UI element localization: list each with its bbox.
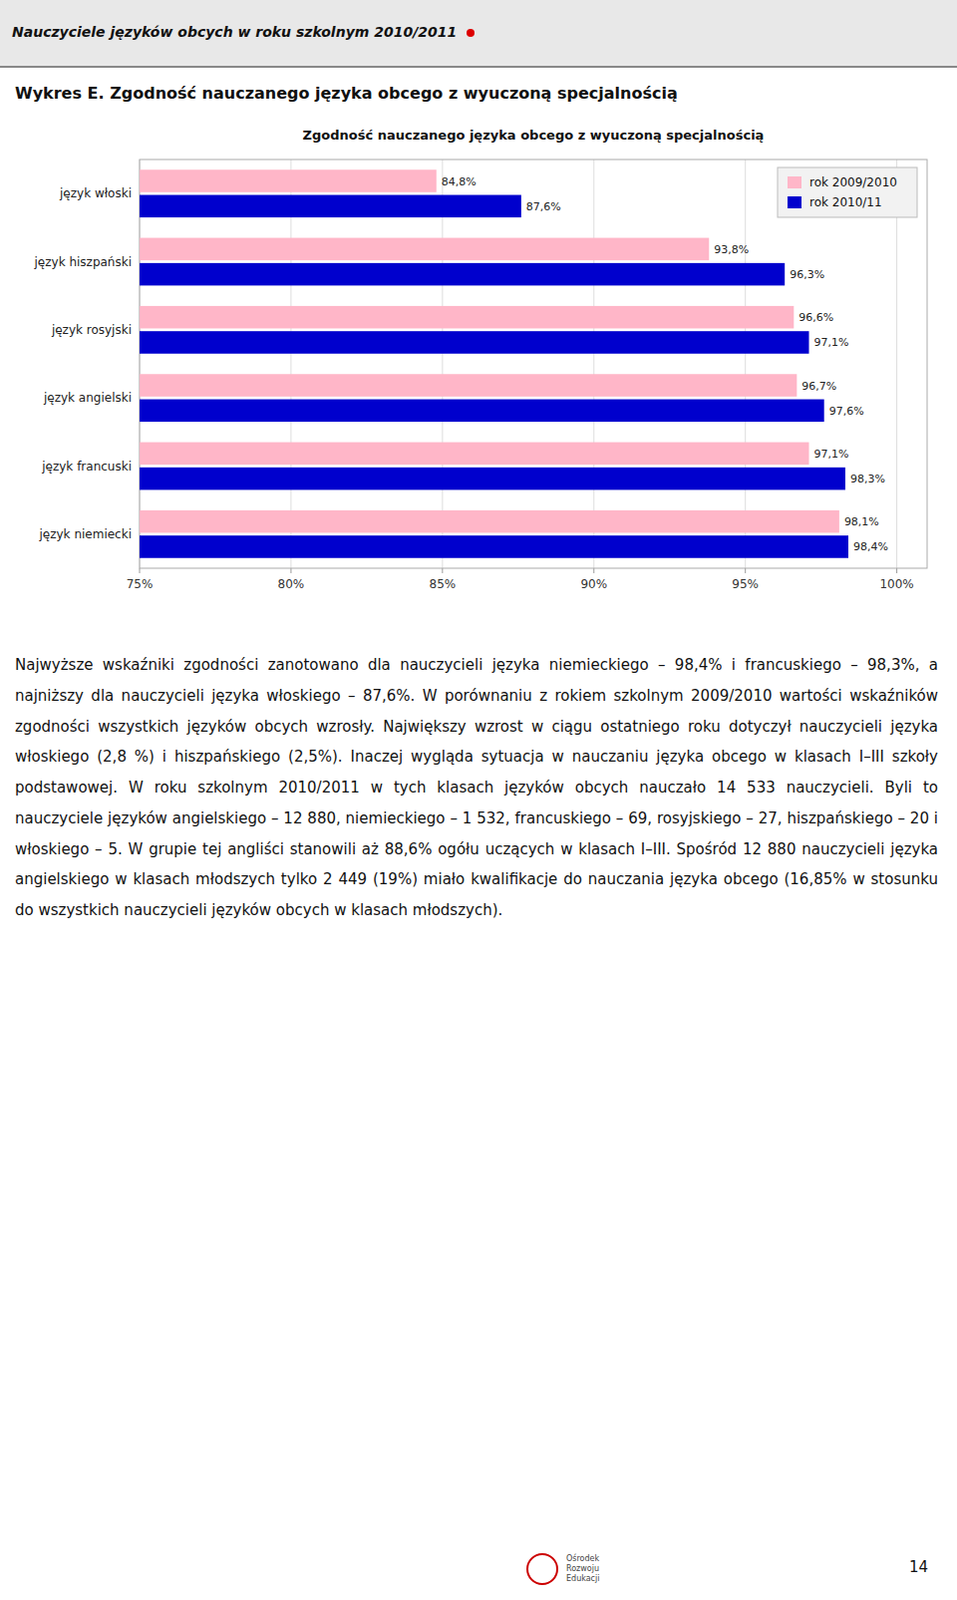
grid bbox=[139, 159, 898, 569]
data-label: 98,4% bbox=[853, 540, 889, 554]
x-tick bbox=[441, 568, 443, 574]
logo-line: Edukacji bbox=[566, 1574, 600, 1585]
data-label: 96,6% bbox=[798, 311, 834, 324]
x-tick bbox=[290, 568, 292, 574]
bar bbox=[139, 263, 785, 287]
x-tick bbox=[896, 568, 898, 574]
chart-title: Zgodność nauczanego języka obcego z wyuc… bbox=[303, 127, 765, 143]
data-label: 93,8% bbox=[713, 243, 749, 257]
logo-circle bbox=[526, 1553, 559, 1586]
x-tick bbox=[593, 568, 595, 574]
page-number: 14 bbox=[909, 1558, 929, 1577]
grid-line bbox=[593, 159, 595, 569]
legend-entry: rok 2010/11 bbox=[809, 195, 883, 210]
data-label: 96,3% bbox=[789, 268, 825, 282]
data-label: 97,6% bbox=[829, 404, 865, 418]
legend-swatch bbox=[787, 196, 802, 209]
bar bbox=[139, 442, 810, 466]
data-label: 98,3% bbox=[850, 472, 886, 486]
plot-frame bbox=[139, 159, 928, 569]
category-label: język francuski bbox=[40, 459, 132, 474]
bar bbox=[139, 399, 825, 423]
bar bbox=[139, 169, 437, 193]
grid-line bbox=[896, 159, 898, 569]
category-label: język rosyjski bbox=[50, 322, 132, 337]
legend-swatch bbox=[787, 176, 802, 189]
body-text: Najwyższe wskaźniki zgodności zanotowano… bbox=[14, 649, 939, 927]
bar bbox=[139, 195, 522, 219]
grid-line bbox=[290, 159, 292, 569]
legend-box bbox=[777, 167, 918, 218]
bar bbox=[139, 510, 840, 534]
category-label: język hiszpański bbox=[33, 255, 132, 270]
x-tick bbox=[744, 568, 746, 574]
x-tick bbox=[139, 568, 141, 574]
page-header-title: Nauczyciele języków obcych w roku szkoln… bbox=[11, 23, 475, 40]
grid-line bbox=[441, 159, 443, 569]
data-labels: 84,8% 87,6% 93,8% 96,3% 96,6% 97,1% 96,7% 97,6%… bbox=[441, 175, 889, 555]
x-tick-label: 95% bbox=[731, 577, 759, 592]
bars bbox=[139, 169, 849, 559]
bar bbox=[139, 306, 794, 329]
x-tick-label: 80% bbox=[278, 577, 306, 592]
bar bbox=[139, 373, 797, 397]
bar bbox=[139, 535, 849, 559]
legend: rok 2009/2010 rok 2010/11 bbox=[777, 167, 918, 218]
x-tick-label: 75% bbox=[126, 577, 154, 592]
chart-heading: Wykres E. Zgodność nauczanego języka obc… bbox=[14, 83, 678, 103]
bar bbox=[139, 238, 709, 262]
page-header: Nauczyciele języków obcych w roku szkoln… bbox=[0, 0, 957, 68]
bar bbox=[139, 330, 810, 354]
x-tick-label: 100% bbox=[879, 577, 914, 592]
data-label: 84,8% bbox=[441, 175, 477, 189]
x-tick-label: 85% bbox=[429, 577, 457, 592]
category-label: język angielski bbox=[42, 390, 132, 405]
data-label: 96,7% bbox=[801, 379, 837, 393]
logo-line: Ośrodek bbox=[566, 1554, 600, 1565]
x-tick-label: 90% bbox=[580, 577, 608, 592]
chart: Zgodność nauczanego języka obcego z wyuc… bbox=[0, 117, 957, 617]
data-label: 97,1% bbox=[814, 335, 850, 349]
logo-text: OśrodekRozwojuEdukacji bbox=[566, 1554, 600, 1585]
header-bullet bbox=[466, 28, 475, 37]
legend-entry: rok 2009/2010 bbox=[809, 175, 898, 190]
data-label: 97,1% bbox=[814, 447, 850, 461]
grid-line bbox=[744, 159, 746, 569]
category-label: język włoski bbox=[58, 186, 132, 201]
bar bbox=[139, 467, 846, 491]
category-label: język niemiecki bbox=[38, 527, 133, 542]
data-label: 98,1% bbox=[844, 515, 880, 529]
logo-line: Rozwoju bbox=[566, 1564, 600, 1575]
data-label: 87,6% bbox=[526, 200, 562, 214]
